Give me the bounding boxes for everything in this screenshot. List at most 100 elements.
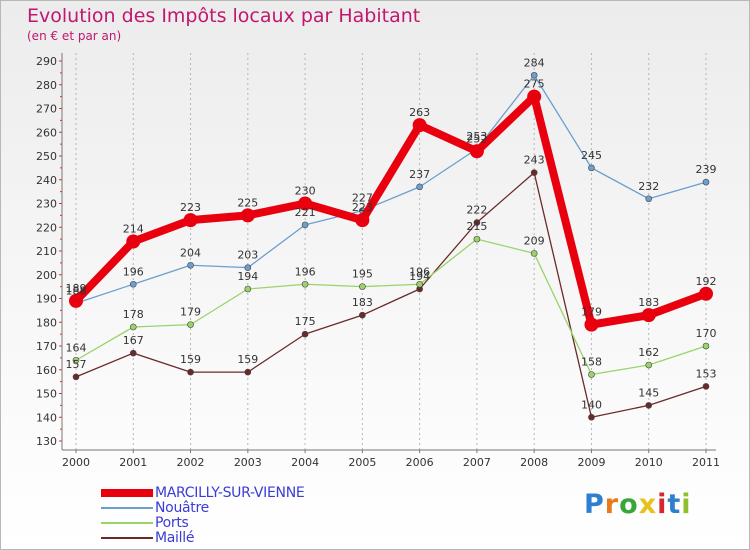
legend-item: Ports: [101, 514, 304, 531]
data-label: 227: [352, 192, 373, 205]
data-point: [473, 219, 481, 226]
data-label: 204: [180, 246, 201, 259]
data-label: 188: [66, 284, 87, 297]
data-label: 196: [409, 265, 430, 278]
data-point: [359, 283, 366, 290]
y-tick-label: 260: [36, 126, 57, 139]
series-line-Ports: [75, 238, 707, 376]
data-point: [301, 280, 309, 288]
data-label: 162: [638, 346, 659, 359]
data-label: 145: [638, 386, 659, 399]
data-point: [473, 235, 481, 243]
data-point: [645, 402, 653, 409]
data-label: 140: [581, 398, 602, 411]
data-label: 167: [123, 334, 144, 347]
data-point: [530, 71, 538, 79]
data-label: 221: [295, 206, 316, 219]
x-tick-label: 2004: [291, 456, 319, 469]
data-label: 194: [409, 270, 430, 283]
data-point: [530, 169, 538, 176]
data-point: [126, 234, 141, 249]
data-label: 215: [466, 220, 487, 233]
x-tick-label: 2007: [463, 456, 491, 469]
y-tick-label: 180: [36, 316, 57, 329]
data-point: [244, 264, 252, 271]
x-tick-label: 2005: [348, 456, 376, 469]
data-point: [240, 208, 255, 223]
y-tick-label: 200: [36, 269, 57, 282]
data-point: [641, 308, 656, 323]
data-label: 175: [295, 315, 316, 328]
data-point: [355, 213, 370, 228]
data-point: [469, 144, 484, 159]
series-line-MARCILLY-SUR-VIENNE: [72, 92, 710, 329]
data-label: 159: [180, 353, 201, 366]
y-tick-label: 190: [36, 293, 57, 306]
chart-title: Evolution des Impôts locaux par Habitant: [27, 5, 421, 27]
y-tick-label: 210: [36, 245, 57, 258]
data-point: [72, 373, 80, 381]
y-tick-label: 150: [36, 388, 57, 401]
x-tick-label: 2003: [234, 456, 262, 469]
data-point: [702, 383, 710, 390]
x-tick-label: 2010: [635, 456, 663, 469]
y-tick-label: 290: [36, 55, 57, 68]
data-label: 170: [696, 327, 717, 340]
data-label: 245: [581, 149, 602, 162]
x-tick-label: 2009: [577, 456, 605, 469]
data-point: [416, 280, 423, 288]
data-point: [129, 323, 137, 331]
legend: MARCILLY-SUR-VIENNE Nouâtre Ports Maillé: [101, 485, 305, 546]
data-label: 157: [66, 358, 87, 371]
legend-label: Ports: [155, 514, 189, 531]
data-point: [588, 164, 595, 172]
y-tick-label: 250: [36, 150, 57, 163]
data-point: [527, 89, 542, 104]
data-point: [69, 293, 83, 308]
data-label: 196: [295, 265, 316, 278]
data-point: [187, 261, 194, 269]
data-point: [645, 195, 653, 203]
legend-item: Nouâtre: [101, 500, 304, 516]
x-tick-label: 2011: [692, 456, 720, 469]
data-label: 237: [409, 168, 430, 181]
legend-item: Maillé: [101, 530, 304, 546]
data-point: [588, 371, 595, 378]
series-line-Maillé: [75, 171, 707, 418]
data-label: 183: [638, 296, 659, 309]
data-label: 222: [466, 204, 487, 217]
proxiti-logo: Proxiti: [584, 489, 692, 520]
y-tick-label: 220: [36, 221, 57, 234]
data-label: 230: [295, 185, 316, 198]
x-tick-label: 2000: [62, 456, 90, 469]
legend-swatch: [101, 536, 153, 539]
data-point: [359, 311, 366, 319]
y-tick-label: 280: [36, 79, 57, 92]
x-tick-label: 2001: [119, 456, 147, 469]
data-label: 209: [524, 234, 545, 247]
data-label: 189: [66, 282, 87, 295]
data-label: 192: [696, 275, 717, 288]
data-point: [244, 368, 252, 376]
data-label: 153: [696, 367, 717, 380]
data-label: 196: [123, 265, 144, 278]
y-tick-label: 170: [36, 340, 57, 353]
data-label: 263: [409, 106, 430, 119]
data-point: [129, 349, 137, 357]
data-label: 214: [123, 223, 144, 236]
data-point: [702, 342, 710, 350]
data-label: 195: [352, 268, 373, 281]
data-label: 164: [66, 341, 87, 354]
data-label: 225: [237, 196, 258, 209]
y-tick-label: 140: [36, 411, 57, 424]
data-label: 275: [524, 78, 545, 91]
data-label: 232: [638, 180, 659, 193]
data-label: 203: [237, 249, 258, 262]
x-tick-label: 2002: [177, 456, 205, 469]
data-label: 159: [237, 353, 258, 366]
chart-subtitle: (en € et par an): [27, 29, 122, 43]
data-point: [244, 285, 252, 293]
data-point: [187, 368, 194, 376]
